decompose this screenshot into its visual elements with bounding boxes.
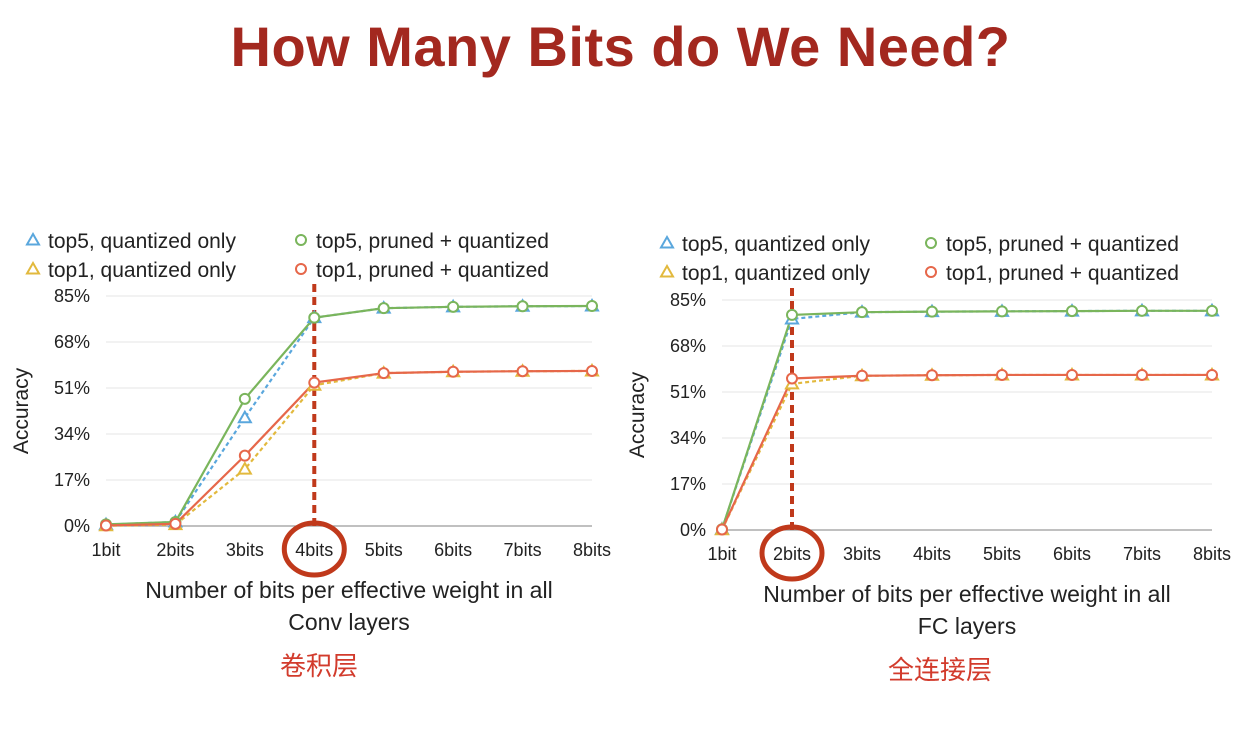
data-point: [1206, 368, 1218, 381]
x-tick-label: 8bits: [573, 540, 611, 560]
x-tick-label: 4bits: [913, 544, 951, 564]
x-tick-label: 2bits: [773, 544, 811, 564]
x-tick-label: 5bits: [365, 540, 403, 560]
y-tick-label: 34%: [54, 424, 90, 444]
data-point: [926, 305, 938, 318]
series-line-1: [720, 309, 1212, 530]
data-point: [996, 305, 1008, 318]
y-tick-label: 51%: [670, 382, 706, 402]
fc-layers-note: 全连接层: [888, 656, 993, 686]
data-point: [856, 306, 868, 319]
y-tick-label: 68%: [54, 332, 90, 352]
y-tick-label: 85%: [670, 290, 706, 310]
data-point: [447, 300, 460, 313]
data-point: [716, 523, 728, 536]
x-tick-label: 1bit: [707, 544, 736, 564]
legend-label: top1, quantized only: [48, 259, 236, 282]
y-tick-label: 17%: [54, 470, 90, 490]
data-point: [1136, 368, 1148, 381]
legend-label: top1, pruned + quantized: [946, 262, 1179, 285]
legend-label: top5, quantized only: [682, 233, 870, 256]
highlight-circle: [759, 524, 825, 582]
y-tick-label: 17%: [670, 474, 706, 494]
data-point: [926, 369, 938, 382]
legend-marker: [659, 234, 675, 249]
x-tick-label: 1bit: [91, 540, 120, 560]
series-line-3: [720, 309, 1212, 530]
data-point: [856, 369, 868, 382]
data-point: [516, 300, 529, 313]
highlight-circle: [281, 520, 347, 578]
legend-marker: [25, 260, 41, 275]
legend-label: top1, pruned + quantized: [316, 259, 549, 282]
legend-marker: [25, 231, 41, 246]
data-point: [100, 519, 112, 532]
series-line-4: [105, 369, 593, 527]
legend-label: top5, pruned + quantized: [946, 233, 1179, 256]
data-point: [377, 367, 390, 380]
legend-label: top5, quantized only: [48, 230, 236, 253]
data-point: [586, 300, 598, 313]
x-axis-label: Conv layers: [288, 609, 409, 635]
x-tick-label: 6bits: [1053, 544, 1091, 564]
data-point: [1066, 368, 1078, 381]
data-point: [237, 409, 253, 424]
legend-marker: [295, 234, 307, 246]
data-point: [308, 376, 321, 389]
y-tick-label: 51%: [54, 378, 90, 398]
data-point: [237, 461, 253, 475]
y-tick-label: 68%: [670, 336, 706, 356]
data-point: [447, 365, 460, 378]
series-line-2: [721, 373, 1212, 531]
data-point: [238, 449, 251, 462]
x-tick-label: 5bits: [983, 544, 1021, 564]
legend-marker: [659, 263, 675, 278]
legend-marker: [295, 263, 307, 275]
legend-label: top1, quantized only: [682, 262, 870, 285]
x-tick-label: 7bits: [504, 540, 542, 560]
y-tick-label: 34%: [670, 428, 706, 448]
y-tick-label: 0%: [680, 520, 706, 540]
x-axis-label: Number of bits per effective weight in a…: [145, 577, 552, 603]
y-axis-label: Accuracy: [10, 367, 33, 454]
x-tick-label: 3bits: [226, 540, 264, 560]
legend-label: top5, pruned + quantized: [316, 230, 549, 253]
data-point: [1206, 304, 1218, 317]
data-point: [586, 364, 598, 377]
data-point: [238, 392, 251, 405]
data-point: [786, 372, 798, 385]
x-tick-label: 8bits: [1193, 544, 1231, 564]
x-tick-label: 4bits: [295, 540, 333, 560]
y-axis-label: Accuracy: [626, 371, 649, 458]
x-tick-label: 6bits: [434, 540, 472, 560]
series-line-3: [105, 304, 593, 526]
data-point: [377, 302, 390, 315]
x-axis-label: Number of bits per effective weight in a…: [763, 581, 1170, 607]
x-tick-label: 7bits: [1123, 544, 1161, 564]
conv-layers-note: 卷积层: [280, 652, 359, 682]
data-point: [996, 368, 1008, 381]
legend-marker: [925, 266, 937, 278]
data-point: [308, 311, 321, 324]
data-point: [1066, 305, 1078, 318]
data-point: [1136, 304, 1148, 317]
x-tick-label: 3bits: [843, 544, 881, 564]
y-tick-label: 0%: [64, 516, 90, 536]
data-point: [516, 365, 529, 378]
data-point: [786, 308, 798, 321]
legend-marker: [925, 237, 937, 249]
series-line-4: [721, 373, 1212, 530]
x-axis-label: FC layers: [918, 613, 1016, 639]
y-tick-label: 85%: [54, 286, 90, 306]
data-point: [169, 517, 182, 530]
x-tick-label: 2bits: [156, 540, 194, 560]
slide-title: How Many Bits do We Need?: [230, 15, 1011, 78]
